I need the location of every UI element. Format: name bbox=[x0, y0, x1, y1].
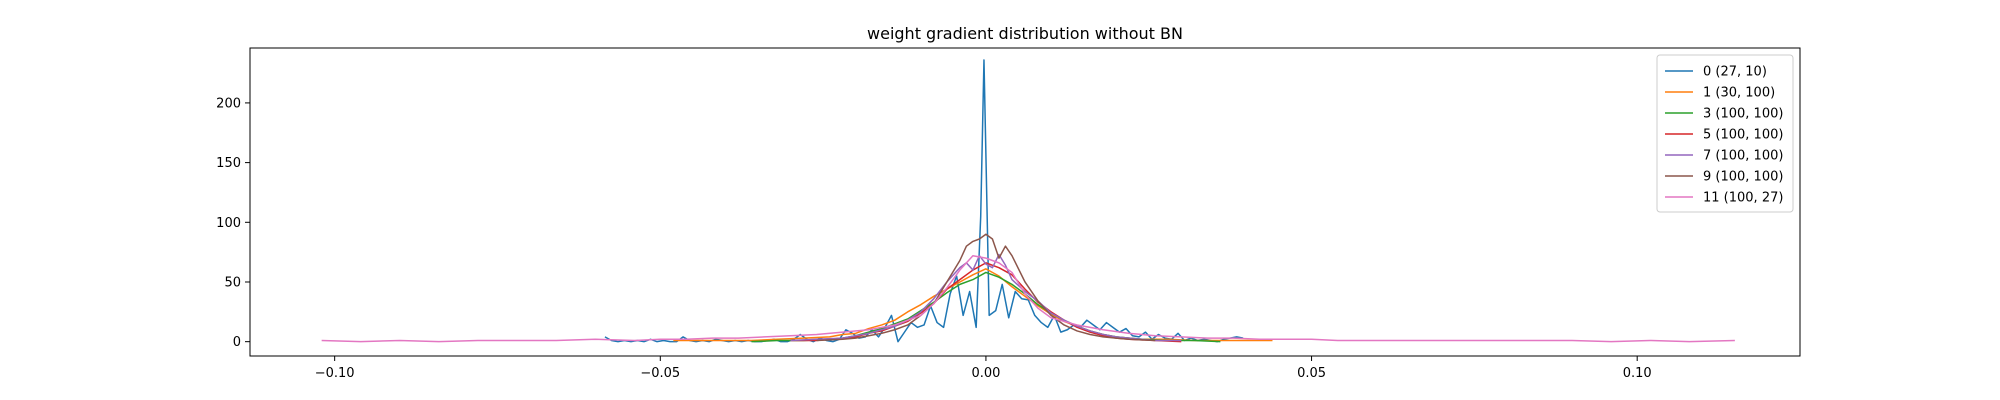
x-tick-label: −0.10 bbox=[315, 366, 355, 381]
series-line-0 bbox=[604, 59, 1244, 343]
y-tick-label: 200 bbox=[216, 96, 241, 111]
series-line-2 bbox=[751, 271, 1221, 343]
legend: 0 (27, 10) 1 (30, 100) 3 (100, 100) 5 (100,… bbox=[1656, 54, 1794, 213]
y-tick-label: 100 bbox=[216, 216, 241, 231]
y-tick-label: 50 bbox=[224, 275, 241, 290]
legend-entry: 7 (100, 100) bbox=[1703, 149, 1783, 164]
x-tick-label: −0.05 bbox=[640, 366, 680, 381]
y-tick-label: 0 bbox=[233, 335, 241, 350]
legend-entry: 3 (100, 100) bbox=[1703, 107, 1783, 122]
x-tick-label: 0.00 bbox=[971, 366, 1000, 381]
series-line-4 bbox=[790, 253, 1182, 342]
y-axis: 0 50 100 150 200 bbox=[216, 96, 250, 350]
x-tick-label: 0.10 bbox=[1623, 366, 1652, 381]
legend-box bbox=[1656, 54, 1794, 213]
legend-entry: 5 (100, 100) bbox=[1703, 128, 1783, 143]
legend-entry: 1 (30, 100) bbox=[1703, 86, 1775, 101]
plot-frame bbox=[249, 47, 1801, 357]
x-tick-label: 0.05 bbox=[1297, 366, 1326, 381]
chart-title: weight gradient distribution without BN bbox=[867, 24, 1183, 43]
legend-entry: 11 (100, 27) bbox=[1703, 191, 1783, 206]
legend-entry: 9 (100, 100) bbox=[1703, 170, 1783, 185]
legend-entry: 0 (27, 10) bbox=[1703, 65, 1767, 80]
y-tick-label: 150 bbox=[216, 156, 241, 171]
series-line-5 bbox=[816, 233, 1156, 342]
series-layer bbox=[321, 59, 1735, 343]
series-line-6 bbox=[321, 254, 1735, 343]
x-axis: −0.10 −0.05 0.00 0.05 0.10 bbox=[315, 356, 1652, 381]
